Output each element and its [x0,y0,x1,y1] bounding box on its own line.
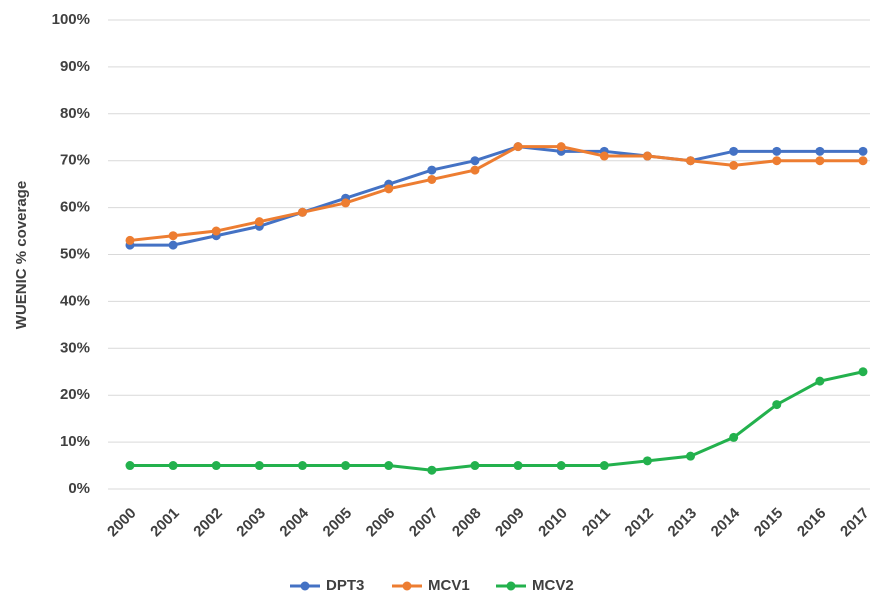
series-line [130,145,863,247]
data-point [556,142,566,152]
legend-label: MCV1 [428,577,470,594]
data-point [168,231,178,241]
data-point [686,451,696,461]
y-tick-label: 50% [60,245,90,262]
data-point [686,156,696,166]
legend-marker [402,581,412,591]
data-point [168,461,178,471]
x-tick-label: 2009 [492,505,528,541]
x-tick-label: 2005 [320,505,356,541]
data-point [384,461,394,471]
legend-marker [300,581,310,591]
x-tick-label: 2010 [535,505,571,541]
x-tick-label: 2008 [449,505,485,541]
y-tick-label: 40% [60,292,90,309]
data-point [297,207,307,217]
data-point [470,165,480,175]
data-point [211,461,221,471]
series-line [130,370,864,472]
data-point [513,461,523,471]
y-axis-title: WUENIC % coverage [13,181,30,329]
x-tick-label: 2017 [837,505,872,541]
data-point [815,376,825,386]
legend-label: DPT3 [326,577,364,594]
data-point [729,160,739,170]
data-point [772,146,782,156]
x-tick-label: 2016 [794,505,830,541]
legend-label: MCV2 [532,577,574,594]
data-point [341,461,351,471]
y-tick-label: 70% [60,152,90,169]
data-point [384,184,394,194]
data-point [858,367,868,377]
y-tick-label: 90% [60,58,90,75]
data-point [642,151,652,161]
y-tick-label: 30% [60,339,90,356]
legend-marker [506,581,516,591]
data-point [815,156,825,166]
data-point [729,146,739,156]
data-point [254,217,264,227]
data-point [642,456,652,466]
data-point [341,198,351,208]
data-point [427,465,437,475]
data-point [772,400,782,410]
y-tick-label: 100% [52,11,90,28]
y-tick-label: 0% [68,480,90,497]
data-point [254,461,264,471]
data-point [427,165,437,175]
x-tick-label: 2004 [276,504,312,540]
x-tick-label: 2003 [233,505,269,541]
x-tick-label: 2002 [190,505,226,541]
x-tick-label: 2014 [708,504,744,540]
x-tick-label: 2015 [751,505,787,541]
data-point [125,235,135,245]
series-line [129,145,863,242]
data-point [729,432,739,442]
y-tick-label: 20% [60,386,90,403]
data-point [513,142,523,152]
data-point [470,156,480,166]
data-point [599,461,609,471]
x-tick-label: 2013 [665,505,701,541]
data-point [556,461,566,471]
data-point [427,174,437,184]
data-point [599,151,609,161]
y-tick-label: 60% [60,199,90,216]
data-point [772,156,782,166]
x-tick-label: 2007 [406,505,442,541]
data-point [211,226,221,236]
data-point [815,146,825,156]
x-tick-label: 2011 [579,505,614,540]
data-point [858,146,868,156]
x-tick-label: 2012 [621,505,657,541]
y-tick-label: 80% [60,105,90,122]
data-point [125,461,135,471]
data-point [858,156,868,166]
data-point [297,461,307,471]
data-point [470,461,480,471]
x-tick-label: 2001 [147,505,183,541]
data-point [168,240,178,250]
x-tick-label: 2006 [363,505,399,541]
y-tick-label: 10% [60,433,90,450]
x-tick-label: 2000 [104,505,140,541]
